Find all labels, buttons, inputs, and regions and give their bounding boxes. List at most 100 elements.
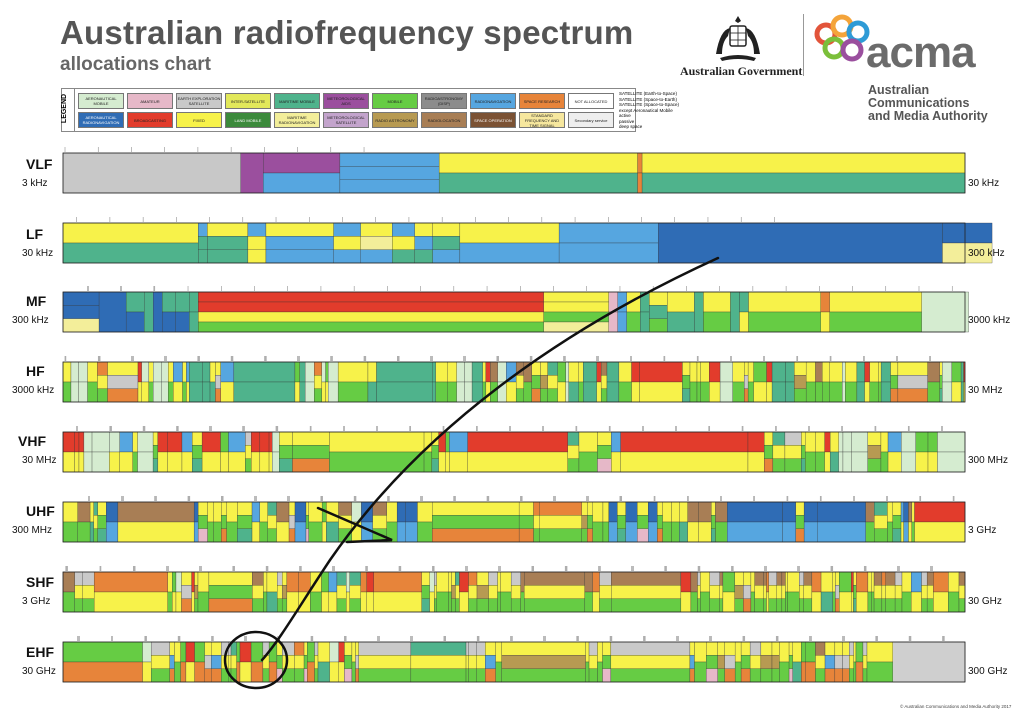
allocation-segment: [743, 585, 752, 599]
allocation-segment: [842, 641, 850, 656]
legend-swatch: EARTH EXPLORATION SATELLITE: [176, 93, 222, 109]
allocation-segment: [776, 598, 783, 613]
allocation-segment: [533, 515, 540, 529]
allocation-segment: [730, 291, 740, 333]
allocation-segment: [373, 591, 422, 613]
allocation-segment: [781, 598, 786, 613]
band-name: VLF: [26, 156, 53, 172]
allocation-segment: [824, 431, 831, 453]
allocation-segment: [429, 571, 435, 593]
allocation-segment: [617, 528, 626, 543]
allocation-segment: [867, 571, 872, 593]
allocation-segment: [592, 571, 600, 593]
allocation-segment: [543, 321, 609, 333]
allocation-segment: [568, 361, 579, 383]
allocation-segment: [245, 431, 252, 446]
allocation-segment: [137, 451, 154, 473]
allocation-segment: [245, 445, 252, 459]
allocation-segment: [568, 381, 579, 403]
allocation-segment: [639, 381, 683, 403]
allocation-segment: [851, 591, 854, 613]
allocation-segment: [764, 445, 774, 459]
allocation-segment: [288, 501, 296, 516]
allocation-segment: [648, 501, 658, 523]
allocation-segment: [565, 361, 569, 383]
acma-full-name: Australian Communications and Media Auth…: [868, 84, 1008, 123]
allocation-segment: [602, 668, 612, 683]
allocation-segment: [849, 668, 854, 683]
allocation-segment: [873, 598, 883, 613]
allocation-segment: [842, 361, 846, 383]
allocation-segment: [926, 571, 934, 586]
allocation-segment: [87, 361, 98, 383]
allocation-segment: [641, 152, 966, 174]
allocation-segment: [960, 361, 964, 383]
allocation-segment: [119, 431, 133, 453]
allocation-segment: [468, 668, 477, 683]
allocation-segment: [834, 641, 843, 656]
legend-symbol: passive: [619, 118, 635, 124]
allocation-segment: [700, 361, 710, 383]
allocation-segment: [585, 661, 590, 683]
allocation-segment: [743, 571, 752, 586]
allocation-segment: [192, 458, 203, 473]
allocation-segment: [321, 521, 327, 543]
allocation-segment: [658, 222, 943, 264]
allocation-segment: [880, 361, 891, 383]
allocation-segment: [434, 598, 437, 613]
allocation-segment: [455, 598, 460, 613]
allocation-segment: [869, 381, 879, 403]
allocation-segment: [152, 458, 159, 473]
allocation-segment: [824, 451, 831, 473]
allocation-segment: [207, 236, 249, 250]
allocation-segment: [488, 585, 498, 599]
allocation-segment: [657, 528, 663, 543]
circle-annotation: [223, 630, 289, 690]
allocation-segment: [228, 431, 246, 453]
allocation-segment: [625, 501, 638, 523]
allocation-segment: [207, 249, 249, 264]
allocation-segment: [346, 571, 350, 593]
allocation-segment: [706, 641, 718, 656]
allocation-segment: [524, 598, 586, 613]
allocation-segment: [939, 375, 943, 389]
allocation-segment: [125, 291, 145, 313]
allocation-segment: [77, 521, 91, 543]
allocation-segment: [172, 591, 177, 613]
allocation-segment: [853, 641, 857, 663]
allocation-segment: [829, 451, 839, 473]
allocation-segment: [83, 431, 93, 453]
allocation-segment: [117, 521, 195, 543]
allocation-segment: [911, 501, 915, 523]
allocation-segment: [265, 222, 334, 237]
allocation-segment: [308, 521, 323, 543]
allocation-segment: [221, 515, 227, 529]
allocation-segment: [892, 501, 902, 516]
allocation-segment: [606, 361, 620, 383]
allocation-segment: [97, 501, 107, 516]
coat-of-arms-icon: [716, 16, 760, 61]
allocation-segment: [161, 361, 169, 383]
allocation-segment: [869, 361, 879, 383]
allocation-segment: [709, 361, 721, 383]
allocation-segment: [910, 591, 922, 613]
allocation-segment: [803, 571, 813, 586]
allocation-segment: [476, 668, 486, 683]
allocation-segment: [233, 381, 296, 403]
allocation-segment: [465, 641, 469, 656]
allocation-segment: [581, 515, 588, 529]
allocation-segment: [351, 661, 356, 683]
allocation-segment: [547, 388, 558, 403]
allocation-segment: [694, 661, 707, 683]
allocation-segment: [784, 445, 802, 459]
allocation-segment: [722, 591, 735, 613]
allocation-segment: [98, 291, 127, 333]
allocation-segment: [74, 571, 83, 586]
allocation-segment: [815, 655, 826, 669]
allocation-segment: [539, 501, 582, 516]
allocation-segment: [277, 571, 283, 586]
allocation-segment: [894, 585, 903, 599]
allocation-segment: [432, 222, 461, 237]
allocation-segment: [596, 361, 602, 383]
allocation-segment: [921, 598, 928, 613]
